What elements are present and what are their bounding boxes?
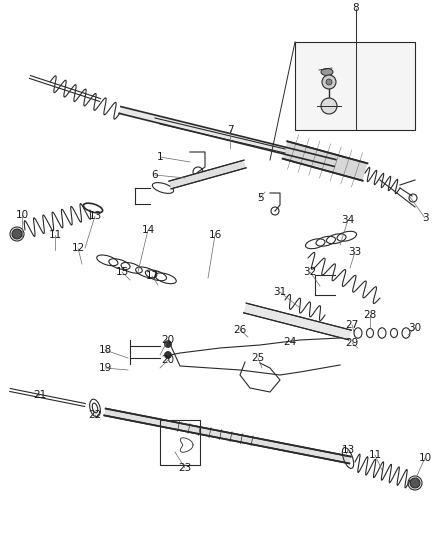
Circle shape bbox=[326, 79, 332, 85]
Polygon shape bbox=[119, 107, 336, 166]
Text: 27: 27 bbox=[346, 320, 359, 330]
Text: 11: 11 bbox=[368, 450, 381, 460]
Circle shape bbox=[165, 351, 172, 359]
Polygon shape bbox=[283, 141, 367, 181]
Text: 17: 17 bbox=[145, 271, 159, 281]
Circle shape bbox=[321, 98, 337, 114]
Text: 20: 20 bbox=[162, 335, 175, 345]
Polygon shape bbox=[244, 303, 351, 340]
Text: 13: 13 bbox=[88, 211, 102, 221]
Text: 25: 25 bbox=[251, 353, 265, 363]
Text: 32: 32 bbox=[304, 267, 317, 277]
Text: 11: 11 bbox=[48, 230, 62, 240]
Text: 34: 34 bbox=[341, 215, 355, 225]
Circle shape bbox=[197, 175, 199, 179]
Circle shape bbox=[322, 75, 336, 89]
Text: 13: 13 bbox=[341, 445, 355, 455]
Text: 4: 4 bbox=[395, 73, 401, 83]
Text: 24: 24 bbox=[283, 337, 297, 347]
Text: 5: 5 bbox=[257, 193, 263, 203]
Text: 8: 8 bbox=[353, 3, 359, 13]
Text: 21: 21 bbox=[33, 390, 46, 400]
Text: 16: 16 bbox=[208, 230, 222, 240]
Text: 12: 12 bbox=[71, 243, 85, 253]
Text: 19: 19 bbox=[99, 363, 112, 373]
Text: 23: 23 bbox=[178, 463, 192, 473]
Circle shape bbox=[410, 478, 420, 488]
Text: 30: 30 bbox=[409, 323, 421, 333]
Text: 18: 18 bbox=[99, 345, 112, 355]
Polygon shape bbox=[169, 160, 246, 189]
Circle shape bbox=[165, 341, 172, 348]
Text: 2: 2 bbox=[395, 53, 401, 63]
Text: 26: 26 bbox=[233, 325, 247, 335]
Bar bbox=[295, 42, 415, 130]
Text: 14: 14 bbox=[141, 225, 155, 235]
Text: 10: 10 bbox=[15, 210, 28, 220]
Text: 7: 7 bbox=[227, 125, 233, 135]
Text: 9: 9 bbox=[395, 93, 401, 103]
Circle shape bbox=[12, 229, 22, 239]
Text: 20: 20 bbox=[162, 355, 175, 365]
Bar bbox=[160, 420, 200, 465]
Text: 6: 6 bbox=[152, 170, 158, 180]
Text: 3: 3 bbox=[422, 213, 428, 223]
Text: 28: 28 bbox=[364, 310, 377, 320]
Text: 15: 15 bbox=[115, 267, 129, 277]
Text: 31: 31 bbox=[273, 287, 286, 297]
Text: 22: 22 bbox=[88, 410, 102, 420]
Ellipse shape bbox=[321, 69, 333, 76]
Text: 10: 10 bbox=[418, 453, 431, 463]
Text: 29: 29 bbox=[346, 338, 359, 348]
Text: 1: 1 bbox=[157, 152, 163, 162]
Text: 33: 33 bbox=[348, 247, 362, 257]
Polygon shape bbox=[104, 409, 351, 463]
